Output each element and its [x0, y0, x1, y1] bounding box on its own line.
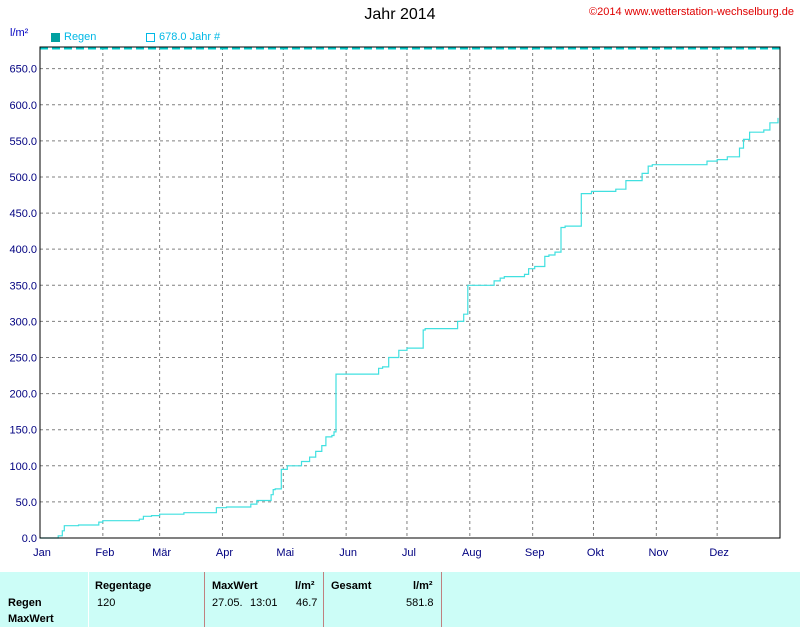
y-tick-label: 300.0	[9, 316, 37, 328]
legend-item-year: 678.0 Jahr #	[146, 31, 220, 43]
y-tick-label: 50.0	[16, 497, 37, 509]
y-tick-label: 450.0	[9, 208, 37, 220]
panel-divider	[88, 572, 89, 627]
y-axis-unit: l/m²	[10, 27, 29, 39]
y-tick-label: 150.0	[9, 425, 37, 437]
stats-head-regentage: Regentage	[95, 580, 152, 592]
stats-panel	[0, 572, 800, 627]
legend-swatch-icon	[146, 32, 155, 42]
x-tick-label: Jan	[33, 547, 51, 559]
plot-border	[39, 46, 781, 539]
x-tick-label: Okt	[587, 547, 604, 559]
panel-divider	[441, 572, 442, 627]
y-tick-label: 200.0	[9, 389, 37, 401]
stats-row-label-maxwert: MaxWert	[8, 613, 54, 625]
y-tick-label: 100.0	[9, 461, 37, 473]
stats-row-label-regen: Regen	[8, 597, 42, 609]
x-tick-label: Nov	[649, 547, 669, 559]
rain-chart: 0.0 50.0 100.0 150.0 200.0 250.0 300.0 350.0 400…	[9, 46, 781, 559]
stats-maxwert-value: 46.7	[296, 597, 318, 609]
x-tick-label: Feb	[95, 547, 114, 559]
y-tick-label: 350.0	[9, 280, 37, 292]
legend-item-regen: Regen	[51, 31, 96, 43]
x-tick-label: Apr	[216, 547, 233, 559]
x-tick-label: Dez	[709, 547, 729, 559]
y-tick-label: 550.0	[9, 136, 37, 148]
x-tick-label: Sep	[525, 547, 545, 559]
y-tick-label: 0.0	[22, 533, 37, 545]
legend-label-regen: Regen	[64, 31, 97, 43]
stats-regentage-value: 120	[97, 597, 116, 609]
panel-divider	[204, 572, 205, 627]
stats-gesamt-value: 581.8	[406, 597, 434, 609]
copyright-text[interactable]: ©2014 www.wetterstation-wechselburg.de	[589, 6, 794, 18]
stats-head-maxwert: MaxWert	[212, 580, 258, 592]
x-tick-label: Jun	[339, 547, 357, 559]
legend-label-year: 678.0 Jahr #	[159, 31, 221, 43]
panel-divider	[323, 572, 324, 627]
y-axis-ticks: 0.0 50.0 100.0 150.0 200.0 250.0 300.0 350.0 400…	[9, 64, 37, 545]
y-tick-label: 500.0	[9, 172, 37, 184]
stats-head-gesamt: Gesamt	[331, 580, 372, 592]
chart-grid	[40, 47, 780, 539]
stats-head-unit: l/m²	[413, 580, 433, 592]
x-tick-label: Mär	[152, 547, 171, 559]
y-tick-label: 650.0	[9, 64, 37, 76]
y-tick-label: 400.0	[9, 244, 37, 256]
series-line-regen	[40, 117, 779, 539]
stats-head-unit: l/m²	[295, 580, 315, 592]
x-tick-label: Jul	[402, 547, 416, 559]
x-axis-ticks: Jan Feb Mär Apr Mai Jun Jul Aug Sep Okt Nov Dez	[33, 547, 729, 559]
legend-swatch-icon	[51, 32, 60, 42]
stats-maxwert-time: 13:01	[250, 597, 278, 609]
y-tick-label: 600.0	[9, 100, 37, 112]
y-tick-label: 250.0	[9, 352, 37, 364]
x-tick-label: Aug	[462, 547, 482, 559]
x-tick-label: Mai	[276, 547, 294, 559]
stats-maxwert-date: 27.05.	[212, 597, 243, 609]
chart-title: Jahr 2014	[364, 6, 436, 23]
